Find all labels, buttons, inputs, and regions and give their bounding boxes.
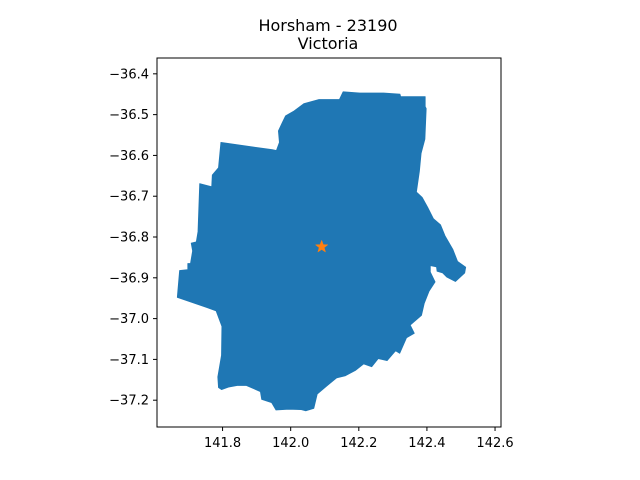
x-tick-label: 141.8 bbox=[204, 436, 241, 451]
y-tick-label: −36.7 bbox=[109, 190, 149, 205]
plot-area bbox=[156, 57, 502, 428]
y-axis: −36.4 −36.5 −36.6 −36.7 −36.8 −36.9 −37.0 −37.1… bbox=[109, 67, 157, 409]
x-tick-label: 142.6 bbox=[476, 436, 513, 451]
y-tick-label: −36.9 bbox=[109, 271, 149, 286]
y-tick-label: −36.8 bbox=[109, 231, 149, 246]
y-tick-label: −36.5 bbox=[109, 108, 149, 123]
x-tick-label: 142.0 bbox=[272, 436, 309, 451]
y-tick-label: −36.4 bbox=[109, 67, 149, 82]
y-tick-label: −37.0 bbox=[109, 312, 149, 327]
x-tick-label: 142.2 bbox=[340, 436, 377, 451]
y-tick-label: −37.1 bbox=[109, 353, 149, 368]
axes-frame bbox=[156, 57, 502, 428]
map-title: Horsham - 23190 bbox=[258, 16, 397, 35]
horsham-region-polygon bbox=[176, 91, 467, 412]
x-tick-label: 142.4 bbox=[408, 436, 445, 451]
x-axis: 141.8 142.0 142.2 142.4 142.6 bbox=[204, 427, 514, 451]
y-tick-label: −36.6 bbox=[109, 149, 149, 164]
y-tick-label: −37.2 bbox=[109, 394, 149, 409]
map-subtitle: Victoria bbox=[298, 34, 359, 53]
centroid-star-icon bbox=[314, 239, 329, 253]
